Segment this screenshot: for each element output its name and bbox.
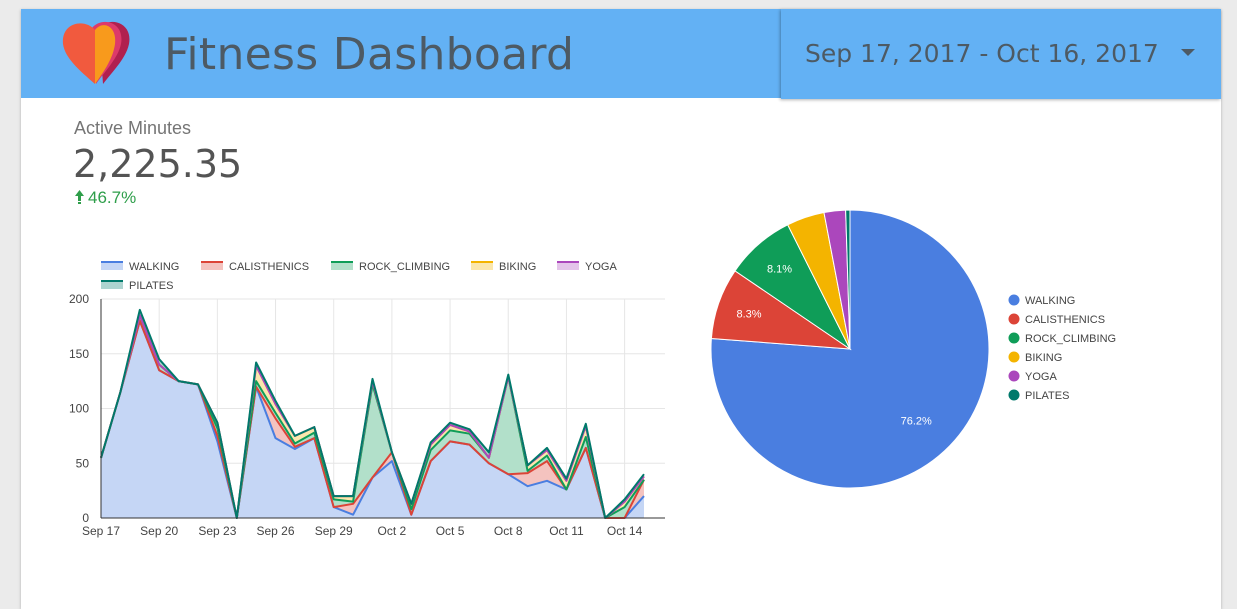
date-range-picker[interactable]: Sep 17, 2017 - Oct 16, 2017 [781,9,1221,99]
heart-logo-icon [62,21,130,84]
kpi-value: 2,225.35 [73,142,243,186]
page-title: Fitness Dashboard [164,29,575,80]
dashboard-header: Fitness Dashboard Sep 17, 2017 - Oct 16,… [21,9,1221,99]
kpi-label: Active Minutes [74,118,192,138]
kpi-delta: 46.7% [75,188,136,208]
dashboard-card: Fitness Dashboard Sep 17, 2017 - Oct 16,… [21,9,1221,609]
arrow-up-icon [75,190,84,204]
date-range-label: Sep 17, 2017 - Oct 16, 2017 [805,39,1159,68]
kpi-delta-value: 46.7% [88,188,137,207]
caret-down-icon[interactable] [1181,49,1195,57]
